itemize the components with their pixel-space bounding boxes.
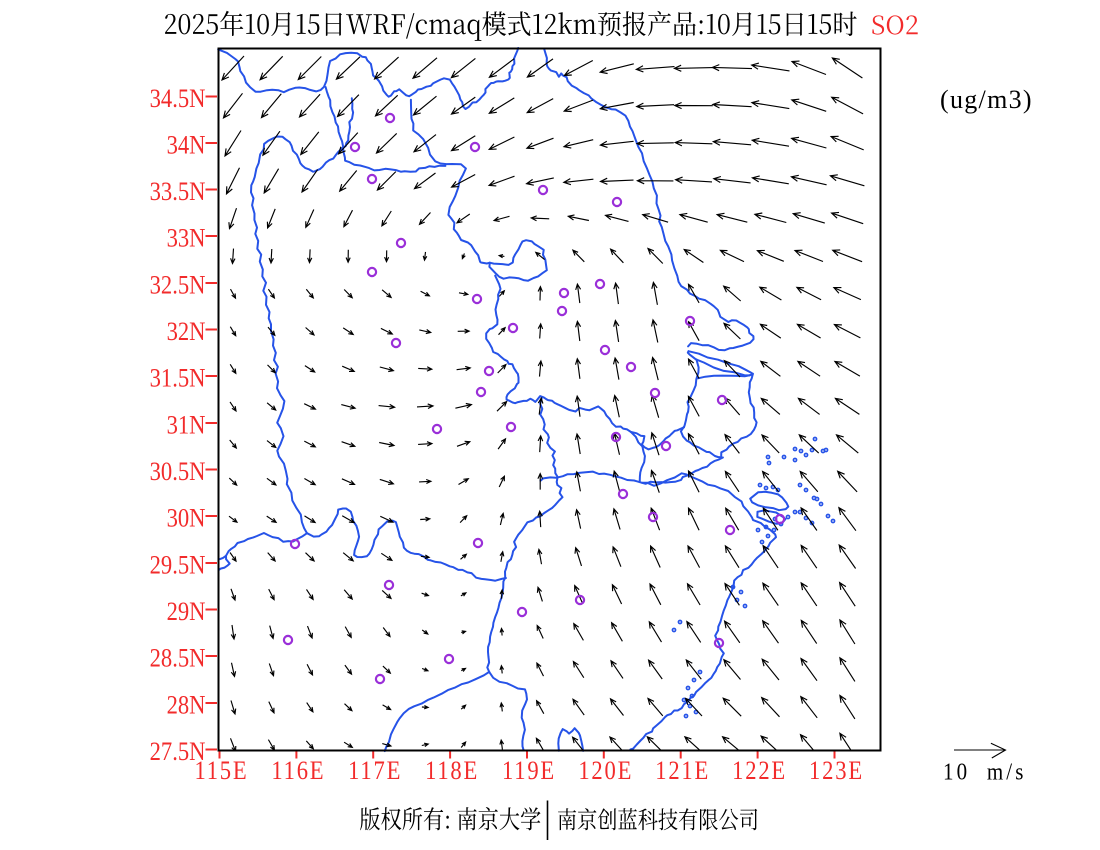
- svg-text:(ug/m3): (ug/m3): [940, 85, 1033, 114]
- svg-text:121E: 121E: [655, 757, 710, 786]
- svg-text:33.5N: 33.5N: [150, 178, 206, 207]
- svg-text:115E: 115E: [194, 757, 248, 786]
- svg-text:27.5N: 27.5N: [150, 738, 206, 767]
- svg-text:30.5N: 30.5N: [150, 458, 206, 487]
- svg-text:32.5N: 32.5N: [150, 271, 206, 300]
- svg-text:28N: 28N: [167, 691, 206, 720]
- svg-text:34.5N: 34.5N: [150, 85, 206, 114]
- svg-text:116E: 116E: [271, 757, 325, 786]
- svg-text:29N: 29N: [167, 598, 206, 627]
- svg-text:118E: 118E: [425, 757, 479, 786]
- svg-text:120E: 120E: [578, 757, 633, 786]
- svg-text:31.5N: 31.5N: [150, 364, 206, 393]
- svg-text:122E: 122E: [732, 757, 787, 786]
- svg-text:31N: 31N: [167, 411, 206, 440]
- svg-text:34N: 34N: [167, 131, 206, 160]
- svg-text:123E: 123E: [809, 757, 864, 786]
- svg-text:30N: 30N: [167, 504, 206, 533]
- svg-text:10 m/s: 10 m/s: [943, 758, 1027, 785]
- svg-text:32N: 32N: [167, 318, 206, 347]
- svg-text:28.5N: 28.5N: [150, 644, 206, 673]
- svg-text:119E: 119E: [502, 757, 556, 786]
- svg-text:33N: 33N: [167, 224, 206, 253]
- svg-text:117E: 117E: [348, 757, 402, 786]
- svg-text:29.5N: 29.5N: [150, 551, 206, 580]
